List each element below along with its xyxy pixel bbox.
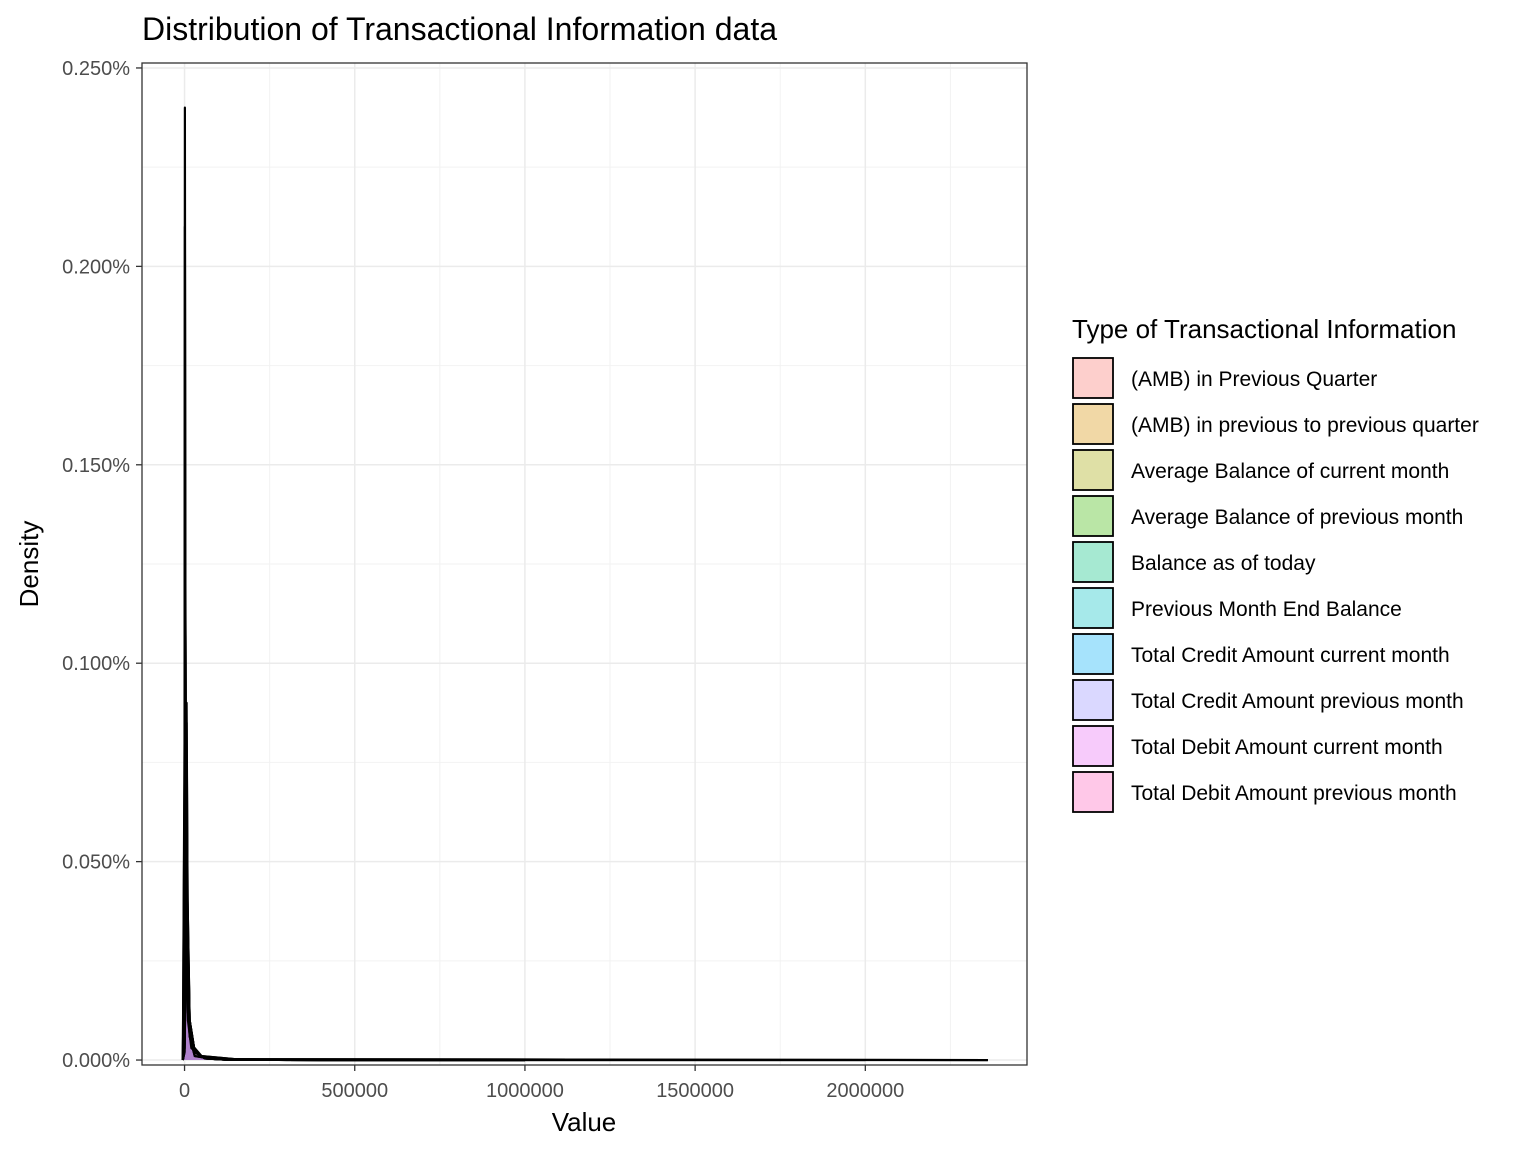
chart-title: Distribution of Transactional Informatio… — [142, 11, 777, 47]
grid-minor — [142, 63, 1027, 1065]
x-tick-label: 1000000 — [486, 1080, 564, 1102]
legend-key — [1072, 357, 1114, 399]
x-axis: 0 500000 1000000 1500000 2000000 — [179, 1065, 904, 1102]
x-tick-label: 0 — [179, 1080, 190, 1102]
legend-label: Balance as of today — [1131, 552, 1316, 575]
legend-key — [1072, 679, 1114, 721]
legend-key-bg — [1072, 449, 1114, 491]
legend-key-bg — [1072, 357, 1114, 399]
legend-key — [1072, 403, 1114, 445]
legend-key — [1072, 541, 1114, 583]
legend-key-bg — [1072, 495, 1114, 537]
legend-key-bg — [1072, 403, 1114, 445]
density-series — [181, 106, 988, 1062]
y-tick-label: 0.000% — [62, 1050, 130, 1072]
y-tick-label: 0.100% — [62, 653, 130, 675]
y-axis: 0.000% 0.050% 0.100% 0.150% 0.200% 0.250% — [62, 58, 142, 1072]
legend-key — [1072, 449, 1114, 491]
y-tick-label: 0.200% — [62, 256, 130, 278]
legend-item: Balance as of today — [1072, 541, 1316, 583]
legend-key-bg — [1072, 679, 1114, 721]
legend-label: Total Credit Amount previous month — [1131, 690, 1464, 713]
legend-label: Total Credit Amount current month — [1131, 644, 1450, 667]
density-line-10 — [181, 225, 988, 1062]
legend-key — [1072, 587, 1114, 629]
x-axis-title: Value — [552, 1107, 617, 1137]
legend-key — [1072, 633, 1114, 675]
legend-item: Total Credit Amount previous month — [1072, 679, 1464, 721]
legend-item: Total Debit Amount previous month — [1072, 771, 1457, 813]
legend-label: Average Balance of previous month — [1131, 506, 1463, 529]
legend-item: Average Balance of current month — [1072, 449, 1449, 491]
legend-item: (AMB) in previous to previous quarter — [1072, 403, 1479, 445]
legend-key-bg — [1072, 771, 1114, 813]
x-tick-label: 1500000 — [656, 1080, 734, 1102]
y-tick-label: 0.250% — [62, 58, 130, 80]
legend-title: Type of Transactional Information — [1072, 314, 1456, 344]
y-tick-label: 0.150% — [62, 455, 130, 477]
y-axis-title: Density — [14, 521, 44, 608]
legend-label: Previous Month End Balance — [1131, 598, 1402, 621]
x-tick-label: 500000 — [321, 1080, 388, 1102]
legend-item: Previous Month End Balance — [1072, 587, 1402, 629]
legend-label: (AMB) in previous to previous quarter — [1131, 414, 1479, 437]
plot-panel — [141, 62, 1028, 1066]
legend-item: (AMB) in Previous Quarter — [1072, 357, 1377, 399]
y-tick-label: 0.050% — [62, 852, 130, 874]
x-tick-label: 2000000 — [826, 1080, 904, 1102]
legend-key — [1072, 771, 1114, 813]
legend-item: Total Debit Amount current month — [1072, 725, 1443, 767]
panel-border — [141, 62, 1028, 1066]
legend: Type of Transactional Information (AMB) … — [1072, 314, 1479, 813]
legend-item: Total Credit Amount current month — [1072, 633, 1450, 675]
legend-label: Total Debit Amount current month — [1131, 736, 1443, 759]
legend-key-bg — [1072, 725, 1114, 767]
legend-key — [1072, 495, 1114, 537]
legend-items: (AMB) in Previous Quarter (AMB) in previo… — [1072, 357, 1479, 813]
legend-key-bg — [1072, 541, 1114, 583]
legend-label: Total Debit Amount previous month — [1131, 782, 1457, 805]
legend-label: (AMB) in Previous Quarter — [1131, 368, 1377, 391]
legend-item: Average Balance of previous month — [1072, 495, 1463, 537]
legend-key-bg — [1072, 587, 1114, 629]
legend-label: Average Balance of current month — [1131, 460, 1449, 483]
legend-key-bg — [1072, 633, 1114, 675]
legend-key — [1072, 725, 1114, 767]
